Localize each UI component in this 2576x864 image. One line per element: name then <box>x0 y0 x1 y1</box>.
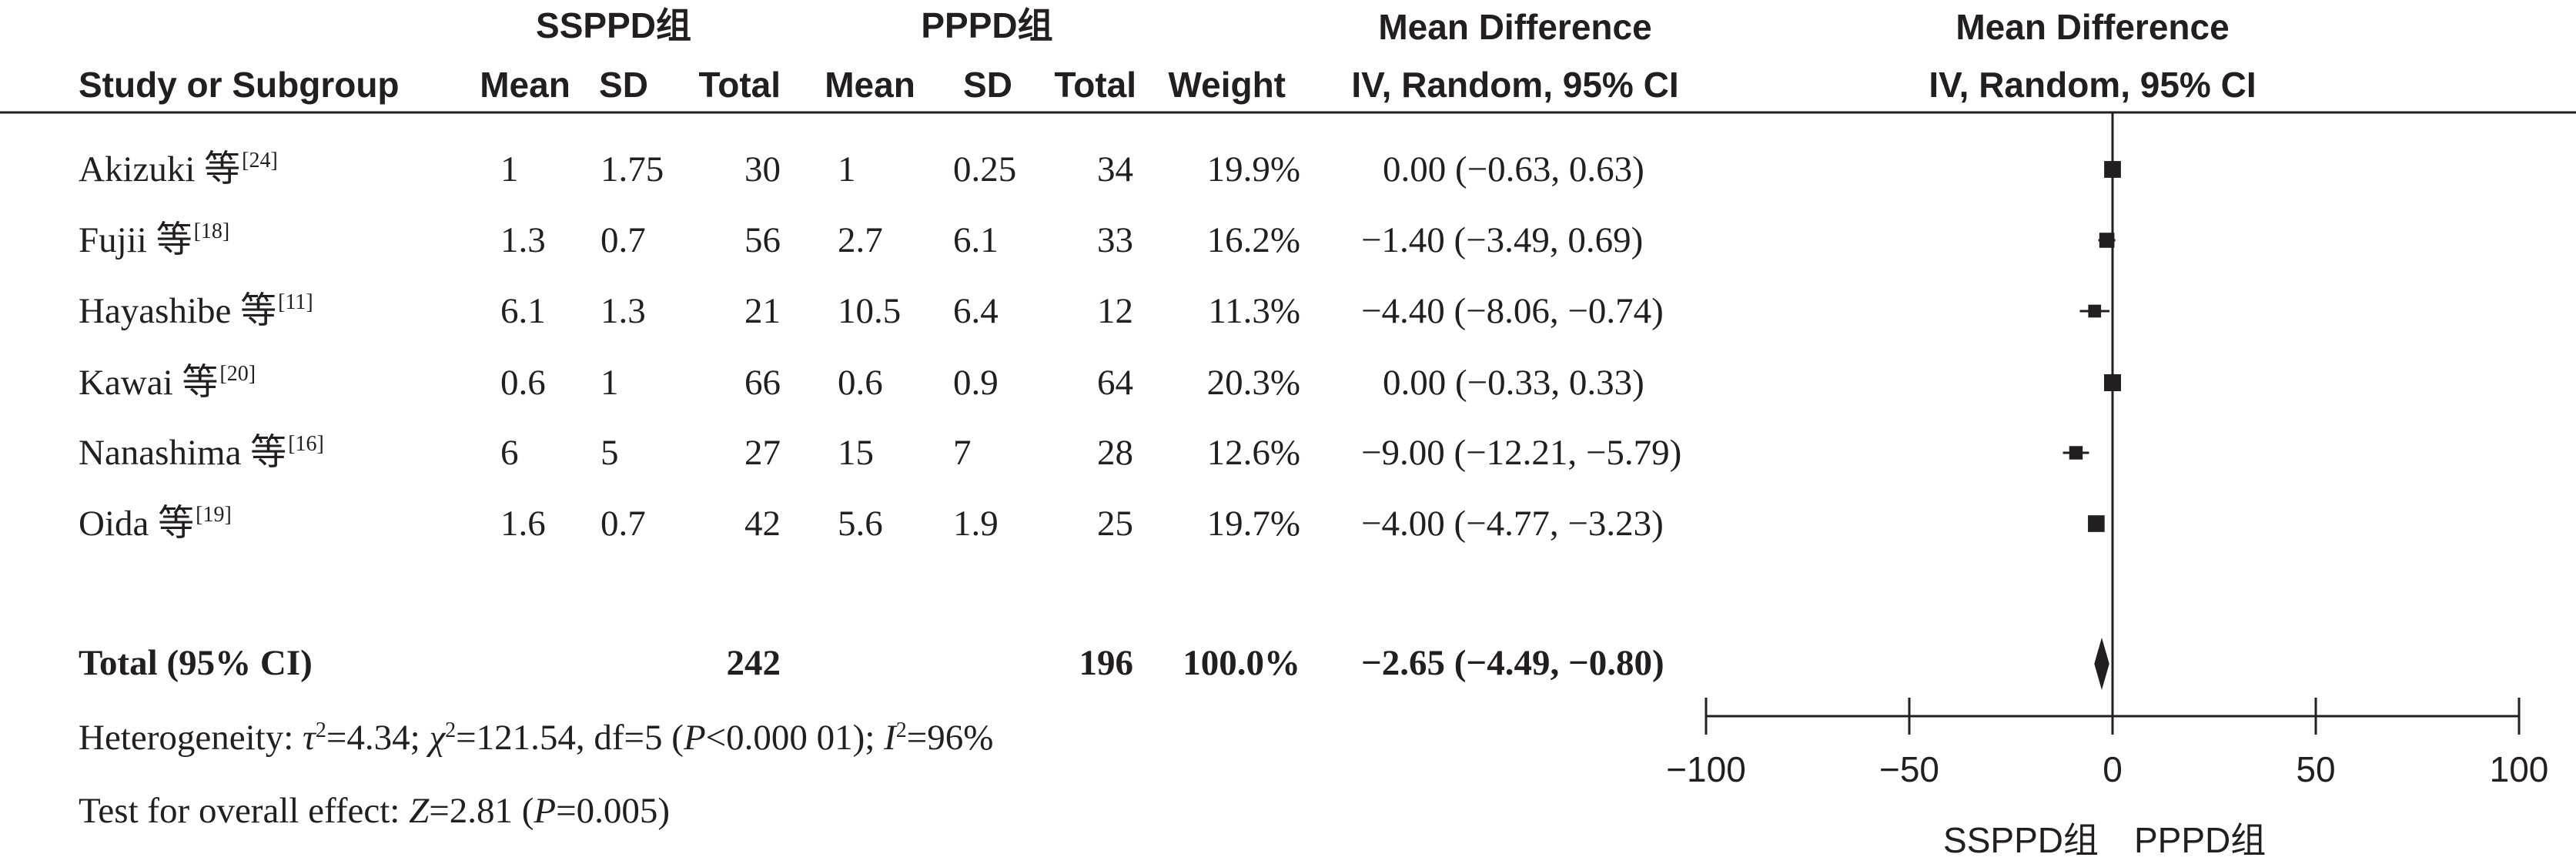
study-mean1: 1 <box>500 149 519 189</box>
study-total1: 21 <box>744 291 781 331</box>
study-total2: 12 <box>1097 291 1133 331</box>
method-header-right: IV, Random, 95% CI <box>1929 65 2257 105</box>
total-row-total2: 196 <box>1079 643 1134 683</box>
total1-column-header: Total <box>698 65 781 105</box>
study-sd1: 5 <box>601 433 619 473</box>
study-weight: 19.7% <box>1206 504 1300 544</box>
total-row-label: Total (95% CI) <box>79 643 313 683</box>
study-total2: 34 <box>1097 149 1133 189</box>
study-effect-marker <box>2104 161 2121 178</box>
study-sd2: 0.9 <box>953 363 999 403</box>
md-header-right: Mean Difference <box>1955 7 2230 47</box>
study-total1: 42 <box>744 504 781 544</box>
study-total2: 64 <box>1097 363 1133 403</box>
study-mean1: 1.3 <box>500 220 546 260</box>
study-total1: 66 <box>744 363 781 403</box>
study-name: Nanashima 等[16] <box>79 432 324 473</box>
study-name: Hayashibe 等[11] <box>79 290 313 331</box>
study-mean2: 10.5 <box>838 291 902 331</box>
study-effect-marker <box>2088 515 2105 532</box>
x-tick-label: 100 <box>2490 749 2549 789</box>
study-effect-marker <box>2104 374 2121 391</box>
study-mean2: 0.6 <box>838 363 883 403</box>
study-sd1: 1.3 <box>601 291 646 331</box>
study-name: Oida 等[19] <box>79 503 232 544</box>
study-total2: 33 <box>1097 220 1133 260</box>
study-sd2: 6.4 <box>953 291 999 331</box>
study-mean1: 0.6 <box>500 363 546 403</box>
study-total1: 27 <box>744 433 781 473</box>
study-name: Fujii 等[18] <box>79 219 230 260</box>
study-total1: 56 <box>744 220 781 260</box>
study-ci: −4.40 (−8.06, −0.74) <box>1361 291 1664 331</box>
mean2-column-header: Mean <box>825 65 915 105</box>
group1-header: SSPPD组 <box>536 5 691 45</box>
total-row-ci: −2.65 (−4.49, −0.80) <box>1361 643 1664 683</box>
study-column-header: Study or Subgroup <box>79 65 400 105</box>
study-weight: 16.2% <box>1206 220 1300 260</box>
study-sd2: 7 <box>953 433 972 473</box>
study-mean1: 1.6 <box>500 504 546 544</box>
study-mean2: 2.7 <box>838 220 883 260</box>
x-tick-label: 0 <box>2103 749 2123 789</box>
study-sd1: 1.75 <box>601 149 664 189</box>
favours-right-label: PPPD组 <box>2134 820 2266 860</box>
study-name: Akizuki 等[24] <box>79 149 278 189</box>
pooled-effect-diamond <box>2094 638 2109 690</box>
study-ci: −9.00 (−12.21, −5.79) <box>1361 433 1682 473</box>
x-tick-label: 50 <box>2296 749 2335 789</box>
study-mean2: 1 <box>838 149 856 189</box>
study-total1: 30 <box>744 149 781 189</box>
md-header-left: Mean Difference <box>1378 7 1652 47</box>
study-ci: 0.00 (−0.63, 0.63) <box>1383 149 1644 189</box>
mean1-column-header: Mean <box>480 65 570 105</box>
study-sd2: 6.1 <box>953 220 999 260</box>
study-sd2: 1.9 <box>953 504 999 544</box>
total2-column-header: Total <box>1054 65 1136 105</box>
study-ci: −4.00 (−4.77, −3.23) <box>1361 504 1664 544</box>
overall-effect-note: Test for overall effect: Z=2.81 (P=0.005… <box>79 791 671 831</box>
study-ci: −1.40 (−3.49, 0.69) <box>1361 220 1644 260</box>
method-header-left: IV, Random, 95% CI <box>1351 65 1679 105</box>
study-sd1: 1 <box>601 363 619 403</box>
study-effect-marker <box>2099 233 2115 248</box>
study-mean1: 6 <box>500 433 519 473</box>
x-tick-label: −100 <box>1666 749 1746 789</box>
total-row-weight: 100.0% <box>1183 643 1300 683</box>
study-mean1: 6.1 <box>500 291 546 331</box>
study-weight: 19.9% <box>1206 149 1300 189</box>
study-effect-marker <box>2088 304 2102 318</box>
study-weight: 11.3% <box>1208 291 1300 331</box>
total-row-total1: 242 <box>726 643 781 683</box>
study-ci: 0.00 (−0.33, 0.33) <box>1383 363 1644 403</box>
study-sd2: 0.25 <box>953 149 1017 189</box>
sd2-column-header: SD <box>963 65 1012 105</box>
study-weight: 20.3% <box>1206 363 1300 403</box>
study-name: Kawai 等[20] <box>79 362 256 403</box>
weight-column-header: Weight <box>1168 65 1286 105</box>
study-mean2: 15 <box>838 433 874 473</box>
x-tick-label: −50 <box>1879 749 1939 789</box>
study-mean2: 5.6 <box>838 504 883 544</box>
study-total2: 25 <box>1097 504 1133 544</box>
favours-left-label: SSPPD组 <box>1943 820 2099 860</box>
group2-header: PPPD组 <box>921 5 1053 45</box>
study-sd1: 0.7 <box>601 220 646 260</box>
study-sd1: 0.7 <box>601 504 646 544</box>
sd1-column-header: SD <box>599 65 648 105</box>
study-effect-marker <box>2069 446 2083 460</box>
heterogeneity-note: Heterogeneity: τ2=4.34; χ2=121.54, df=5 … <box>79 718 994 758</box>
study-total2: 28 <box>1097 433 1133 473</box>
study-weight: 12.6% <box>1206 433 1300 473</box>
